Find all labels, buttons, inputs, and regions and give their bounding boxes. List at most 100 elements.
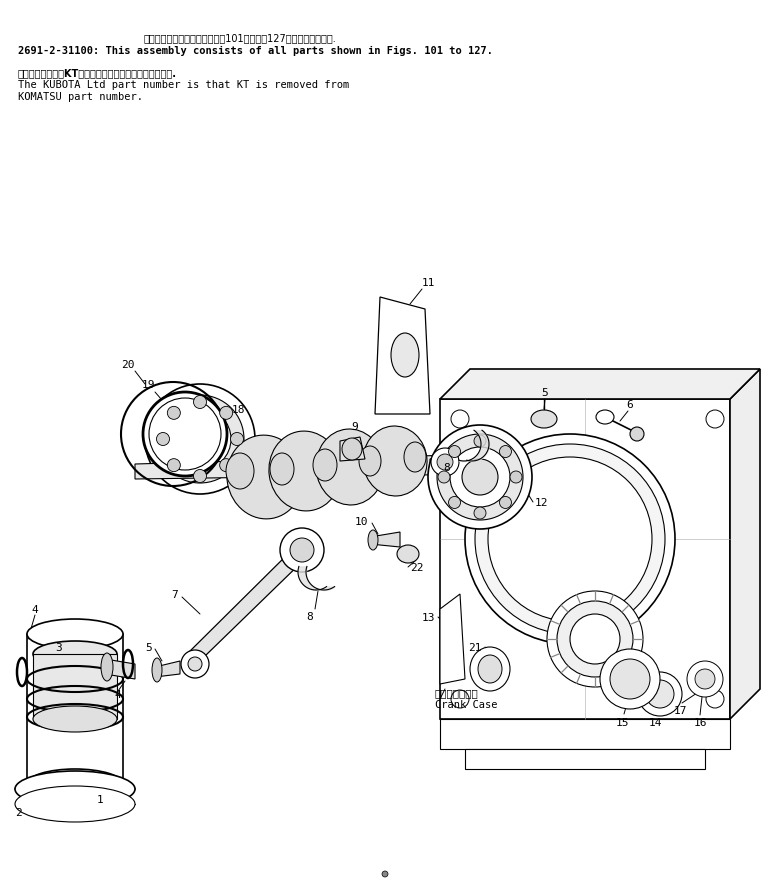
Text: 6: 6 [627, 400, 634, 409]
Ellipse shape [156, 433, 169, 446]
Ellipse shape [431, 448, 459, 477]
Ellipse shape [450, 447, 510, 508]
Ellipse shape [695, 669, 715, 689]
Text: 9: 9 [352, 422, 358, 431]
Ellipse shape [226, 454, 254, 489]
Ellipse shape [465, 434, 675, 644]
Ellipse shape [437, 434, 523, 520]
Polygon shape [440, 400, 730, 719]
Text: 11: 11 [421, 277, 435, 288]
Ellipse shape [230, 433, 243, 446]
Ellipse shape [145, 385, 255, 494]
Ellipse shape [474, 436, 486, 447]
Polygon shape [370, 532, 400, 548]
Ellipse shape [510, 471, 522, 484]
Ellipse shape [290, 539, 314, 563]
Ellipse shape [359, 447, 381, 477]
Text: 8: 8 [306, 611, 313, 621]
Ellipse shape [101, 653, 113, 681]
Ellipse shape [316, 430, 384, 505]
Text: 20: 20 [121, 360, 135, 369]
Polygon shape [185, 548, 310, 657]
Polygon shape [155, 661, 180, 677]
Ellipse shape [428, 425, 532, 530]
Ellipse shape [219, 407, 233, 420]
Ellipse shape [638, 672, 682, 716]
Text: The KUBOTA Ltd part number is that KT is removed from: The KUBOTA Ltd part number is that KT is… [18, 80, 350, 89]
Text: このアセンブリの構成部品は第101図から第127図までまいります.: このアセンブリの構成部品は第101図から第127図までまいります. [144, 33, 336, 43]
Ellipse shape [33, 641, 117, 667]
Ellipse shape [404, 442, 426, 472]
Ellipse shape [500, 497, 511, 509]
Ellipse shape [382, 871, 388, 877]
Ellipse shape [169, 408, 231, 470]
Ellipse shape [500, 446, 511, 458]
Text: 12: 12 [535, 497, 548, 508]
Ellipse shape [596, 410, 614, 424]
Text: 品番のメーカ記号KTを除いたものが久保田工の品番です.: 品番のメーカ記号KTを除いたものが久保田工の品番です. [18, 68, 177, 78]
Ellipse shape [143, 392, 227, 477]
Ellipse shape [646, 680, 674, 708]
Ellipse shape [600, 649, 660, 709]
Text: Crank Case: Crank Case [435, 699, 497, 709]
Ellipse shape [449, 446, 460, 458]
Text: 16: 16 [693, 717, 707, 727]
Polygon shape [440, 719, 730, 750]
Text: 8: 8 [444, 462, 450, 472]
Text: 3: 3 [55, 642, 62, 652]
Ellipse shape [219, 459, 233, 472]
Ellipse shape [193, 396, 206, 409]
Ellipse shape [227, 436, 303, 519]
Polygon shape [340, 438, 365, 462]
Ellipse shape [478, 656, 502, 683]
Polygon shape [430, 455, 490, 470]
Polygon shape [105, 659, 135, 680]
Polygon shape [135, 455, 490, 479]
Text: 18: 18 [231, 405, 245, 415]
Ellipse shape [152, 658, 162, 682]
Ellipse shape [462, 460, 498, 495]
Ellipse shape [449, 497, 460, 509]
Ellipse shape [167, 407, 180, 420]
Text: 19: 19 [141, 379, 155, 390]
Polygon shape [33, 654, 117, 719]
Ellipse shape [342, 439, 362, 461]
Ellipse shape [488, 457, 652, 621]
Ellipse shape [270, 454, 294, 486]
Text: 2691-2-31100: This assembly consists of all parts shown in Figs. 101 to 127.: 2691-2-31100: This assembly consists of … [18, 46, 493, 56]
Text: 4: 4 [32, 604, 38, 614]
Text: 17: 17 [673, 705, 687, 715]
Ellipse shape [15, 786, 135, 822]
Ellipse shape [156, 395, 244, 484]
Ellipse shape [188, 657, 202, 672]
Text: 4: 4 [115, 689, 122, 699]
Text: 14: 14 [648, 717, 661, 727]
Text: 5: 5 [146, 642, 152, 652]
Polygon shape [440, 369, 760, 400]
Text: 13: 13 [421, 612, 435, 622]
Ellipse shape [313, 449, 337, 481]
Text: クランクケース: クランクケース [435, 688, 479, 697]
Text: 22: 22 [410, 563, 424, 572]
Text: 10: 10 [354, 517, 368, 526]
Ellipse shape [531, 410, 557, 429]
Ellipse shape [437, 455, 453, 470]
Ellipse shape [27, 769, 123, 799]
Polygon shape [465, 750, 705, 769]
Ellipse shape [706, 690, 724, 708]
Ellipse shape [570, 614, 620, 664]
Ellipse shape [363, 426, 427, 496]
Ellipse shape [474, 508, 486, 519]
Ellipse shape [397, 546, 419, 563]
Ellipse shape [15, 771, 135, 807]
Polygon shape [375, 298, 430, 415]
Ellipse shape [33, 706, 117, 732]
Text: 15: 15 [615, 717, 629, 727]
Ellipse shape [451, 690, 469, 708]
Ellipse shape [269, 431, 341, 511]
Ellipse shape [630, 428, 644, 441]
Ellipse shape [391, 334, 419, 377]
Ellipse shape [470, 648, 510, 691]
Ellipse shape [368, 531, 378, 550]
Ellipse shape [27, 619, 123, 649]
